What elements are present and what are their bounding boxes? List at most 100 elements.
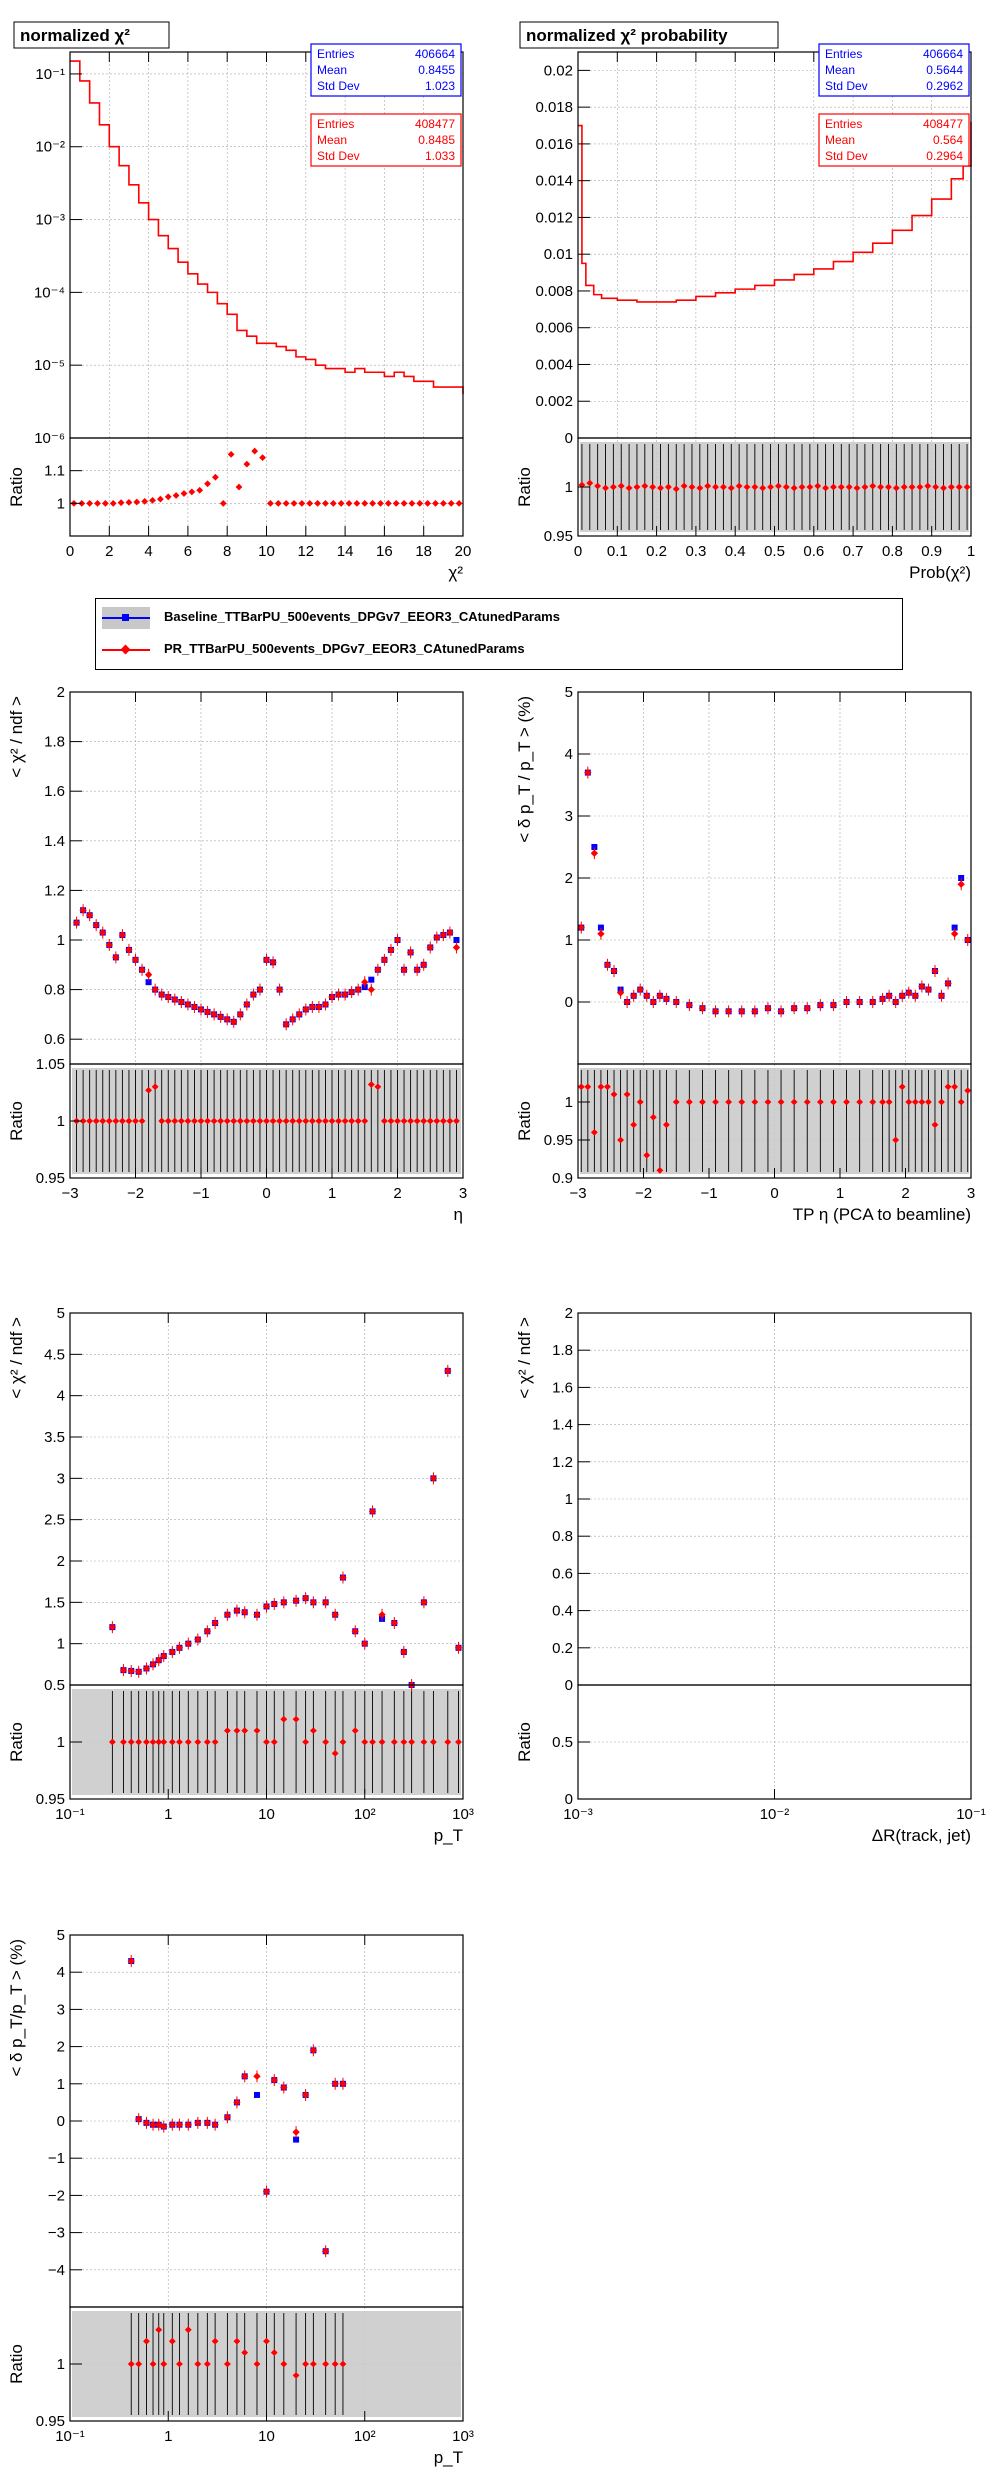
chart-chi2prob-xtick-label: 0.2 <box>646 543 667 560</box>
chart-chi2_vs_eta-ratio-ytick-label: 1 <box>57 1113 65 1130</box>
chart-chi2_vs_eta-ratio-point <box>250 1117 257 1125</box>
chart-chi2-ratio-point <box>455 499 463 507</box>
chart-chi2_vs_eta-ratio-point <box>217 1117 225 1125</box>
chart-chi2_vs_pt-xtick-label: 10³ <box>452 1806 474 1823</box>
chart-chi2_vs_pt-ratio-point <box>168 1738 176 1746</box>
chart-chi2prob-ytick-label: 0.018 <box>535 99 573 116</box>
chart-chi2prob-stats-key: Std Dev <box>825 79 868 93</box>
chart-dpt_vs_eta-ratio-point <box>663 1121 670 1129</box>
chart-chi2_vs_eta-pr-point <box>387 946 395 954</box>
chart-chi2_vs_pt-ratio-point <box>351 1727 359 1734</box>
chart-chi2_vs_eta-ratio-point <box>341 1117 349 1125</box>
chart-chi2_vs_eta-pr-point <box>158 990 166 999</box>
chart-dpt_vs_eta-ratio-point <box>777 1098 785 1106</box>
chart-chi2_vs_eta-pr-point <box>210 1010 218 1019</box>
chart-chi2prob-ytick-label: 0.012 <box>535 209 573 226</box>
chart-chi2prob-stats-key: Mean <box>825 133 855 147</box>
chart-chi2_vs_eta-ratio-point <box>295 1117 303 1125</box>
chart-dpt_vs_eta-pr-point <box>931 967 939 975</box>
chart-chi2_vs_eta-pr-point <box>72 918 81 927</box>
chart-chi2-xtick-label: 8 <box>223 543 231 560</box>
chart-chi2_vs_eta-ratio-point <box>151 1083 159 1091</box>
chart-dpt_vs_eta-ratio-point <box>957 1098 965 1106</box>
chart-chi2prob-ratio-point <box>947 483 955 491</box>
chart-chi2prob-ratio-point <box>940 484 947 492</box>
chart-dpt_vs_eta-pr-point <box>950 930 959 938</box>
chart-chi2_vs_pt-xtick-label: 10 <box>258 1806 275 1823</box>
chart-chi2-ratio-point <box>424 499 432 507</box>
chart-chi2-ratio-point <box>101 499 109 507</box>
chart-chi2-ratio-point <box>164 493 172 501</box>
chart-chi2_vs_eta-pr-point <box>328 993 336 1001</box>
chart-chi2prob-series-0-line <box>578 121 972 303</box>
chart-chi2_vs_dr-ytick-label: 1 <box>565 1491 573 1508</box>
chart-dpt_vs_pt-ratio-point <box>322 2360 330 2368</box>
chart-dpt_vs_eta-pr-point <box>685 1001 694 1009</box>
chart-dpt_vs_eta-pr-point <box>597 930 605 938</box>
chart-chi2_vs_eta-ratio-point <box>79 1117 87 1125</box>
chart-chi2prob-ratio-point <box>751 483 759 491</box>
chart-chi2_vs_pt-ratio-point <box>233 1727 241 1734</box>
chart-chi2_vs_pt-ratio-point <box>127 1738 135 1746</box>
chart-dpt_vs_eta-pr-point <box>918 982 926 991</box>
chart-chi2-ratio-point <box>235 483 243 491</box>
chart-dpt_vs_eta-pr-point <box>911 992 920 1000</box>
chart-chi2_vs_eta-pr-point <box>236 1010 244 1019</box>
chart-chi2-ratio-ytick-label: 1.1 <box>44 463 65 480</box>
chart-chi2-ratio-point <box>251 447 259 455</box>
chart-chi2_vs_pt-ratio-point <box>263 1738 270 1746</box>
chart-chi2_vs_pt-ratio-point <box>361 1738 369 1746</box>
chart-chi2_vs_eta-ratio-point <box>381 1117 388 1125</box>
chart-dpt_vs_eta-xtick-label: 1 <box>836 1185 844 1202</box>
chart-chi2_vs_eta-ratio-point <box>374 1083 382 1091</box>
chart-chi2-ratio-point <box>345 499 353 507</box>
chart-chi2_vs_pt-pr-point <box>280 1598 288 1607</box>
chart-chi2prob-ytick-label: 0.008 <box>535 283 573 300</box>
legend-pr-swatch <box>102 639 150 661</box>
chart-chi2_vs_dr-ytick-label: 1.2 <box>552 1454 573 1471</box>
chart-chi2-ratio-point <box>290 499 298 507</box>
chart-chi2-ratio-point <box>416 499 424 507</box>
chart-dpt_vs_eta-pr-point <box>964 936 972 944</box>
chart-chi2_vs_eta-pr-point <box>374 966 382 974</box>
chart-chi2_vs_eta-pr-point <box>262 956 271 964</box>
chart-chi2-ratio-point <box>188 488 196 496</box>
chart-chi2prob-ratio-point <box>649 483 657 491</box>
chart-chi2_vs_eta-ratio-label: Ratio <box>7 1101 26 1141</box>
chart-dpt_vs_eta-pr-point <box>878 995 887 1003</box>
chart-chi2_vs_pt-ytick-label: 1.5 <box>44 1594 65 1611</box>
chart-dpt_vs_pt-ratio-ytick-label: 1 <box>57 2356 65 2373</box>
chart-dpt_vs_pt-xtick-label: 1 <box>164 2428 172 2445</box>
chart-chi2-stats-value: 0.8485 <box>418 133 455 147</box>
legend-baseline-swatch <box>102 607 150 629</box>
chart-dpt_vs_eta-ratio-point <box>604 1083 611 1091</box>
chart-chi2_vs_pt-ratio-frame <box>69 1684 464 1800</box>
chart-chi2-ytick-label: 10⁻⁵ <box>34 357 65 374</box>
chart-chi2_vs_eta-ratio-ytick-label: 1.05 <box>36 1056 65 1073</box>
chart-dpt_vs_eta-pr-point <box>603 961 612 969</box>
chart-dpt_vs_eta-ratio-errband <box>580 1068 969 1174</box>
chart-chi2-ratio-frame <box>69 437 464 537</box>
chart-chi2-title-box <box>13 21 170 49</box>
chart-dpt_vs_eta-baseline-point <box>951 924 958 931</box>
chart-chi2_vs_eta-ratio-point <box>282 1117 290 1125</box>
chart-dpt_vs_eta-pr-point <box>616 989 625 997</box>
chart-chi2_vs_eta-ytick-label: 1 <box>57 932 65 949</box>
chart-chi2_vs_pt-pr-point <box>420 1598 428 1607</box>
chart-dpt_vs_eta-pr-point <box>724 1007 733 1015</box>
chart-chi2_vs_pt-ytick-label: 4 <box>57 1388 65 1405</box>
chart-dpt_vs_eta-xtick-label: 2 <box>901 1185 909 1202</box>
chart-chi2_vs_pt-ratio-point <box>160 1738 168 1746</box>
chart-chi2_vs_pt-xtick-label: 10⁻¹ <box>55 1806 85 1823</box>
chart-dpt_vs_eta-ratio-ytick-label: 0.9 <box>552 1170 573 1187</box>
chart-chi2_vs_pt-ratio-ytick-label: 0.95 <box>36 1791 65 1808</box>
chart-chi2_vs_eta-pr-point <box>85 911 94 919</box>
chart-chi2_vs_eta-pr-point <box>184 1000 192 1009</box>
chart-chi2_vs_eta-pr-point <box>380 956 389 964</box>
chart-dpt_vs_eta-pr-point <box>937 992 946 1000</box>
chart-chi2-ratio-point <box>267 499 274 507</box>
chart-chi2-stats-key: Mean <box>317 133 347 147</box>
chart-chi2prob-stats-key: Std Dev <box>825 149 868 163</box>
chart-dpt_vs_pt-baseline-point <box>253 2091 260 2098</box>
chart-chi2-ratio-point <box>361 499 369 507</box>
